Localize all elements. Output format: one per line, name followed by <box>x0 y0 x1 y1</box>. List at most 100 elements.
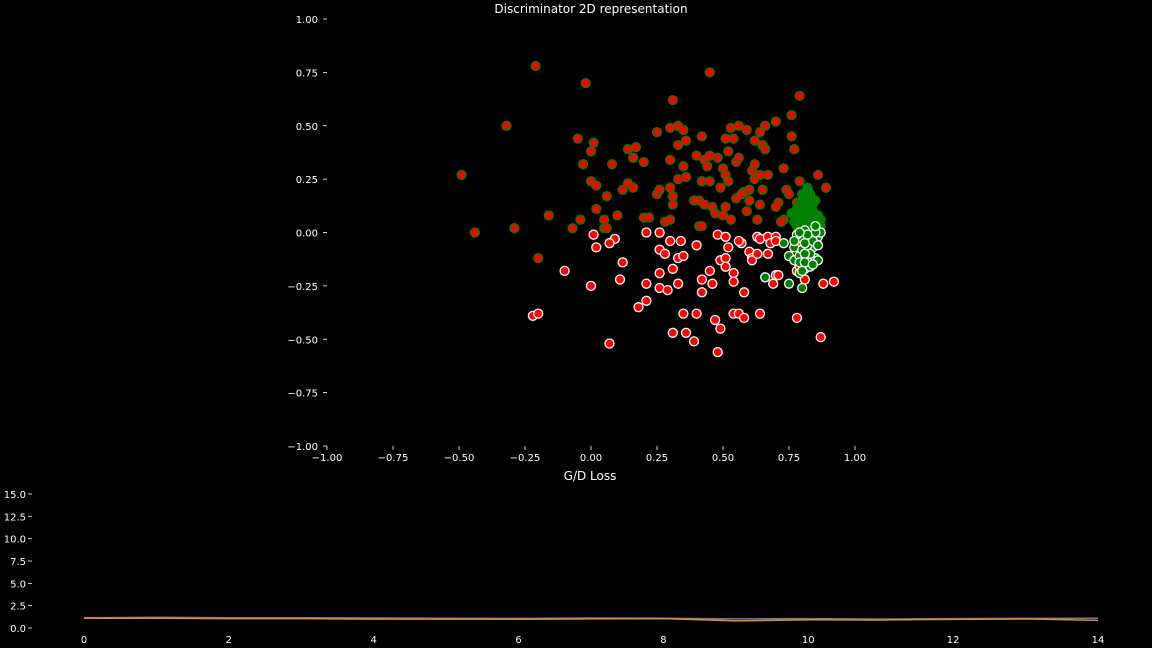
scatter-point-red-white-edge <box>633 302 644 313</box>
scatter-point-red-white-edge <box>588 229 599 240</box>
scatter-point-red-white-edge <box>733 235 744 247</box>
scatter-point-red-green-edge <box>754 199 766 210</box>
scatter-point-red-white-edge <box>728 267 739 279</box>
scatter-point-red-green-edge <box>733 152 744 163</box>
scatter-point-green <box>794 214 805 225</box>
scatter-point-red-white-edge <box>707 278 718 289</box>
scatter-point-red-green-edge <box>691 150 702 161</box>
scatter-point-red-green-edge <box>715 182 726 193</box>
scatter-point-red-white-edge <box>662 284 673 296</box>
loss-line-discriminator <box>83 616 1099 620</box>
scatter-point-red-green-edge <box>720 201 731 213</box>
scatter-point-red-white-edge <box>752 248 763 259</box>
scatter-y-tick-label: 0.25 <box>296 175 318 186</box>
scatter-point-red-white-edge <box>773 270 784 281</box>
scatter-y-tick-label: −0.75 <box>287 389 318 400</box>
scatter-point-red-green-edge <box>617 184 628 195</box>
scatter-point-red-green-edge <box>704 176 715 187</box>
scatter-point-red-white-edge <box>704 265 715 277</box>
scatter-y-tick-label: 0.00 <box>296 229 318 240</box>
scatter-point-red-green-edge <box>741 205 752 217</box>
scatter-point-red-green-edge <box>601 223 612 234</box>
scatter-point-red-white-edge <box>723 242 734 253</box>
loss-y-tick-label: 7.5 <box>10 557 26 568</box>
scatter-x-tick-label: −0.75 <box>378 453 409 464</box>
scatter-point-red-white-edge <box>691 308 702 319</box>
scatter-point-red-white-edge <box>667 263 678 274</box>
scatter-point-red-green-edge <box>643 212 655 223</box>
scatter-point-red-white-edge <box>696 287 708 298</box>
scatter-point-red-green-edge <box>752 214 763 225</box>
scatter-point-red-green-edge <box>469 227 480 238</box>
scatter-x-tick-label: 1.00 <box>844 453 866 464</box>
scatter-point-green-white-edge <box>807 259 818 270</box>
scatter-point-red-green-edge <box>760 120 771 131</box>
scatter-y-tick-label: −0.25 <box>287 282 318 293</box>
scatter-y-tick-label: −0.50 <box>287 335 318 346</box>
scatter-point-red-green-edge <box>628 152 639 163</box>
scatter-point-red-green-edge <box>533 252 544 264</box>
scatter-point-red-green-edge <box>606 159 618 170</box>
scatter-point-red-white-edge <box>665 235 676 247</box>
scatter-point-red-green-edge <box>778 163 789 174</box>
scatter-x-tick-label: 0.75 <box>778 453 800 464</box>
scatter-point-red-white-edge <box>762 248 774 259</box>
scatter-point-red-green-edge <box>591 203 602 215</box>
scatter-point-red-green-edge <box>696 131 708 142</box>
scatter-point-green <box>802 182 813 193</box>
loss-x-tick-label: 12 <box>947 635 960 646</box>
scatter-point-red-white-edge <box>654 267 665 279</box>
loss-x-tick-label: 4 <box>371 635 377 646</box>
loss-y-tick-label: 5.0 <box>10 579 26 590</box>
scatter-point-red-green-edge <box>665 214 676 225</box>
scatter-point-red-green-edge <box>667 199 678 210</box>
scatter-point-green <box>807 205 818 217</box>
scatter-x-tick-label: −0.50 <box>444 453 475 464</box>
scatter-point-red-green-edge <box>744 195 755 206</box>
scatter-point-red-white-edge <box>738 287 750 298</box>
scatter-point-red-white-edge <box>604 338 615 349</box>
scatter-point-red-green-edge <box>720 133 731 144</box>
scatter-point-red-white-edge <box>678 250 689 262</box>
scatter-point-red-green-edge <box>638 156 649 168</box>
scatter-point-red-green-edge <box>704 67 715 78</box>
scatter-point-red-white-edge <box>715 323 726 334</box>
scatter-y-tick-label: 0.50 <box>296 122 318 133</box>
loss-x-tick-label: 8 <box>660 635 666 646</box>
scatter-point-red-white-edge <box>720 252 731 264</box>
loss-y-tick-label: 10.0 <box>4 535 26 546</box>
scatter-point-red-white-edge <box>738 312 750 324</box>
scatter-point-red-white-edge <box>533 308 544 319</box>
scatter-point-red-white-edge <box>828 276 840 287</box>
scatter-point-red-white-edge <box>818 278 829 289</box>
scatter-point-green-white-edge <box>797 282 808 294</box>
scatter-point-red-green-edge <box>757 184 768 195</box>
scatter-point-red-green-edge <box>733 120 744 131</box>
scatter-points <box>456 60 840 358</box>
scatter-point-red-green-edge <box>749 135 760 146</box>
scatter-x-ticks: −1.00 −0.75 −0.50 −0.25 0.00 0.25 0.50 0.75 1.00 <box>312 446 866 464</box>
scatter-point-red-green-edge <box>680 171 692 183</box>
scatter-point-red-green-edge <box>696 220 708 232</box>
scatter-point-red-white-edge <box>688 336 700 347</box>
scatter-point-red-green-edge <box>775 216 787 227</box>
scatter-point-green-white-edge <box>799 238 810 249</box>
scatter-point-red-green-edge <box>456 169 467 181</box>
scatter-point-green-white-edge <box>760 272 771 283</box>
scatter-x-tick-label: −1.00 <box>312 453 343 464</box>
scatter-point-red-green-edge <box>577 159 589 170</box>
scatter-point-red-green-edge <box>651 127 663 138</box>
scatter-point-green-white-edge <box>794 227 805 238</box>
loss-lines <box>83 616 1099 622</box>
scatter-point-green-white-edge <box>799 248 810 259</box>
scatter-point-red-green-edge <box>741 124 752 136</box>
scatter-point-red-green-edge <box>672 139 684 151</box>
scatter-point-red-white-edge <box>604 238 615 249</box>
scatter-point-red-white-edge <box>791 312 803 324</box>
scatter-point-red-green-edge <box>572 133 583 144</box>
scatter-point-red-green-edge <box>667 191 678 202</box>
loss-x-tick-label: 10 <box>802 635 815 646</box>
scatter-point-red-green-edge <box>786 109 797 121</box>
loss-panel: G/D Loss 15.0 12.5 10.0 7.5 5.0 2.5 0.0 0 2 4 6 8 1… <box>4 469 1105 646</box>
scatter-point-red-green-edge <box>665 154 676 166</box>
